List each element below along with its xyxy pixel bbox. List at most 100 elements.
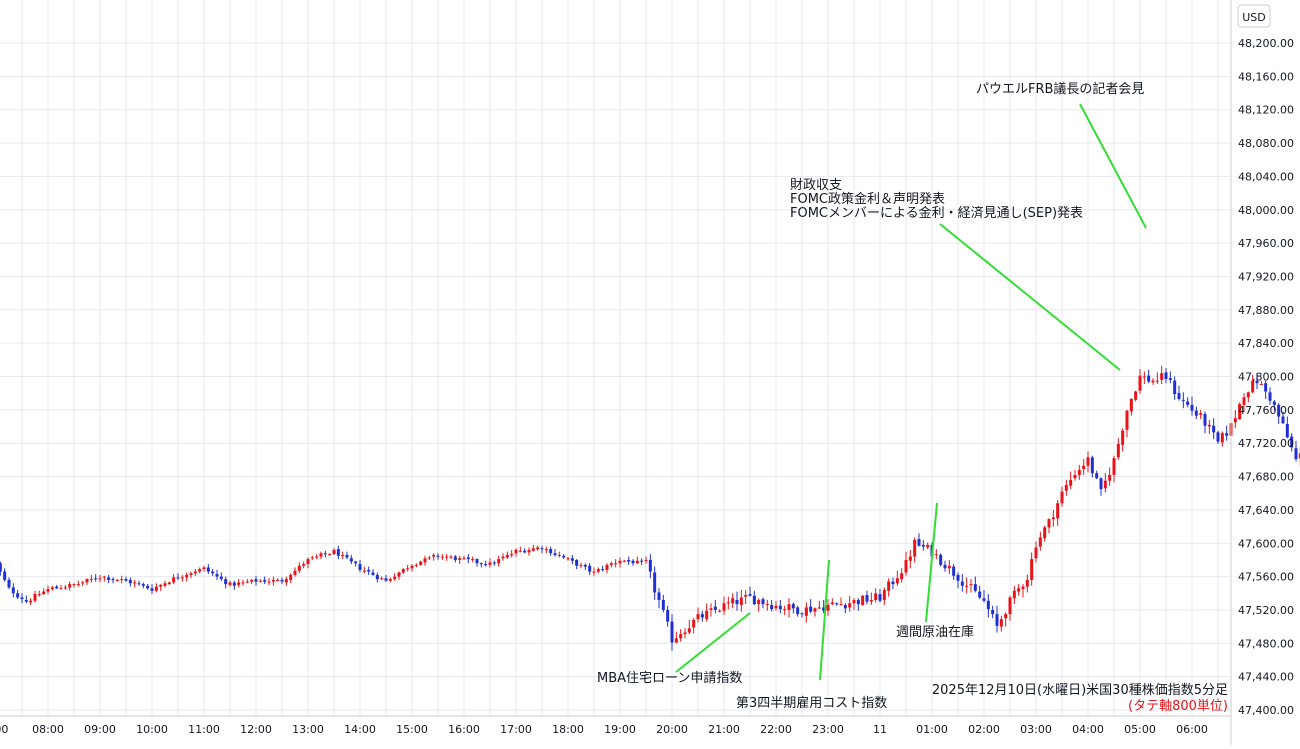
- candle: [254, 575, 258, 586]
- candle: [1255, 373, 1259, 390]
- candle: [37, 590, 41, 597]
- candle-body: [813, 608, 817, 612]
- candle-body: [1034, 547, 1038, 559]
- candle-body: [250, 579, 254, 582]
- candle: [453, 554, 457, 563]
- candle: [1194, 406, 1198, 420]
- candle: [878, 589, 882, 603]
- candle-body: [432, 554, 436, 557]
- candle-body: [830, 602, 834, 605]
- candle-body: [1199, 413, 1203, 415]
- candle-body: [1008, 597, 1012, 615]
- candle-body: [588, 565, 592, 572]
- candle: [436, 553, 440, 560]
- candle-body: [566, 558, 570, 560]
- candle: [692, 618, 696, 634]
- candle-body: [1069, 479, 1073, 486]
- candle-body: [1207, 424, 1211, 427]
- x-tick-label: 06:00: [1176, 723, 1208, 736]
- candle: [50, 585, 54, 591]
- x-tick-label: 05:00: [1124, 723, 1156, 736]
- candle-body: [440, 556, 444, 558]
- candle: [488, 558, 492, 568]
- candle-body: [107, 577, 111, 580]
- candle: [341, 551, 345, 560]
- candle-body: [46, 589, 50, 592]
- candle: [900, 568, 904, 583]
- candle: [826, 599, 830, 616]
- candle-body: [254, 579, 258, 582]
- candle-body: [16, 593, 20, 598]
- candle-body: [895, 578, 899, 584]
- candle-body: [609, 563, 613, 565]
- candle: [471, 556, 475, 563]
- candle: [622, 559, 626, 563]
- candle-body: [869, 599, 873, 602]
- candle: [969, 579, 973, 593]
- candle-body: [1125, 410, 1129, 430]
- candle-body: [120, 579, 124, 581]
- x-tick-label: 7:00: [0, 723, 8, 736]
- candle: [960, 574, 964, 592]
- candle-body: [72, 584, 76, 586]
- candle: [24, 595, 28, 604]
- candle: [375, 572, 379, 583]
- candle: [1238, 402, 1242, 420]
- candle: [432, 553, 436, 561]
- candle: [856, 598, 860, 611]
- x-tick-label: 02:00: [968, 723, 1000, 736]
- candle: [991, 605, 995, 619]
- candle-body: [874, 593, 878, 600]
- candle: [618, 557, 622, 568]
- candle-body: [501, 556, 505, 559]
- candle: [588, 563, 592, 575]
- candle: [536, 545, 540, 551]
- x-tick-label: 20:00: [656, 723, 688, 736]
- candle: [1199, 409, 1203, 420]
- candle: [1203, 411, 1207, 434]
- candle-body: [449, 556, 453, 558]
- candle: [297, 562, 301, 574]
- annotation-text: パウエルFRB議長の記者会見: [976, 81, 1144, 97]
- candle-body: [98, 578, 102, 580]
- candle: [583, 563, 587, 570]
- candle-body: [1116, 444, 1120, 458]
- candle: [189, 571, 193, 579]
- candle-body: [596, 569, 600, 572]
- candle-body: [276, 579, 280, 581]
- candle: [1281, 411, 1285, 425]
- candle: [163, 580, 167, 588]
- candle-body: [848, 603, 852, 608]
- candle: [384, 574, 388, 582]
- candle-body: [1147, 375, 1151, 382]
- candle-body: [323, 553, 327, 555]
- candle: [466, 554, 470, 564]
- candle: [1190, 396, 1194, 416]
- candle-body: [128, 579, 132, 584]
- candle: [1099, 477, 1103, 496]
- candle-body: [328, 554, 332, 556]
- candle-body: [718, 610, 722, 612]
- candle: [787, 598, 791, 618]
- candle: [1038, 531, 1042, 551]
- annotation-leader-line: [819, 559, 830, 681]
- candle-body: [167, 582, 171, 585]
- x-tick-label: 13:00: [292, 723, 324, 736]
- candle-body: [865, 594, 869, 602]
- candle-body: [1242, 397, 1246, 405]
- candle: [319, 551, 323, 560]
- candle: [575, 559, 579, 570]
- candle-body: [410, 565, 414, 569]
- candle-body: [778, 605, 782, 610]
- candle: [293, 567, 297, 577]
- candle-body: [1164, 372, 1168, 380]
- candle-body: [986, 600, 990, 610]
- candle: [154, 583, 158, 593]
- candle: [609, 561, 613, 568]
- candle: [388, 577, 392, 583]
- y-tick-label: 47,880.00: [1238, 304, 1294, 317]
- x-tick-label: 10:00: [136, 723, 168, 736]
- candle: [1142, 371, 1146, 385]
- candle-body: [510, 554, 514, 556]
